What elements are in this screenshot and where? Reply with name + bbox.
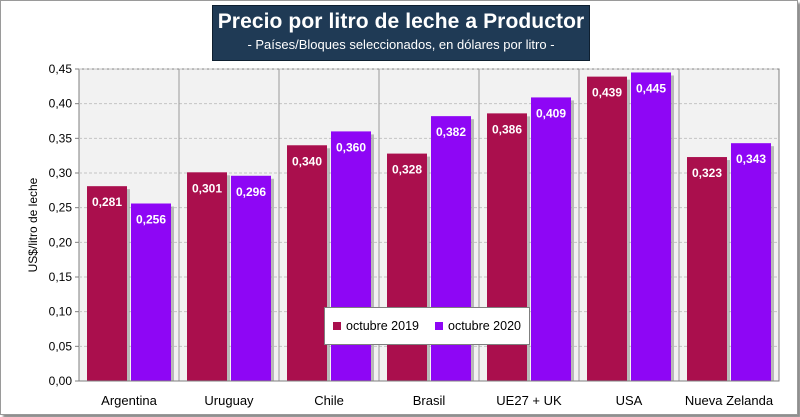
bar-2019 [187,172,227,381]
x-category-label: USA [616,393,643,408]
bar-value-label: 0,409 [536,106,566,120]
bar-value-label: 0,328 [392,163,422,177]
legend-label-2019: octubre 2019 [346,319,419,333]
y-tick-label: 0,45 [49,62,73,76]
y-tick-label: 0,25 [49,201,73,215]
x-category-label: Nueva Zelanda [685,393,774,408]
legend-swatch-2019 [333,322,342,330]
y-tick-label: 0,30 [49,166,73,180]
x-category-label: Chile [314,393,344,408]
bar-2019 [387,153,427,381]
bar-value-label: 0,382 [436,125,466,139]
y-tick-label: 0,10 [49,305,73,319]
y-tick-label: 0,40 [49,97,73,111]
bar-value-label: 0,445 [636,81,666,95]
legend-label-2020: octubre 2020 [448,319,521,333]
bar-value-label: 0,386 [492,122,522,136]
y-tick-label: 0,15 [49,270,73,284]
bar-value-label: 0,301 [192,181,222,195]
bar-value-label: 0,281 [92,195,122,209]
chart-subtitle: - Países/Bloques seleccionados, en dólar… [247,37,555,52]
y-tick-label: 0,35 [49,131,73,145]
bar-2020 [731,143,771,381]
bar-2020 [631,72,671,381]
bar-2020 [231,175,271,381]
x-category-label: Uruguay [204,393,254,408]
legend-item-2019: octubre 2019 [333,319,419,333]
legend-swatch-2020 [435,322,443,330]
bar-value-label: 0,256 [136,213,166,227]
legend: octubre 2019 octubre 2020 [324,307,530,345]
bar-2020 [531,97,571,381]
bar-2019 [687,157,727,381]
x-category-label: Brasil [413,393,446,408]
x-category-label: UE27 + UK [496,393,562,408]
bar-2019 [587,76,627,382]
y-tick-label: 0,20 [49,235,73,249]
bar-value-label: 0,323 [692,166,722,180]
y-tick-label: 0,05 [49,339,73,353]
y-axis-label: US$/litro de leche [26,177,40,272]
bar-value-label: 0,360 [336,140,366,154]
x-category-label: Argentina [101,393,157,408]
y-tick-label: 0,00 [49,374,73,388]
legend-item-2020: octubre 2020 [435,319,521,333]
bar-2019 [87,186,127,381]
bar-2020 [131,203,171,381]
chart-title: Precio por litro de leche a Productor [217,10,585,33]
bar-value-label: 0,343 [736,152,766,166]
bar-2019 [287,145,327,381]
bar-value-label: 0,439 [592,86,622,100]
bar-value-label: 0,340 [292,154,322,168]
bar-value-label: 0,296 [236,185,266,199]
title-banner: Precio por litro de leche a Productor - … [212,5,590,61]
